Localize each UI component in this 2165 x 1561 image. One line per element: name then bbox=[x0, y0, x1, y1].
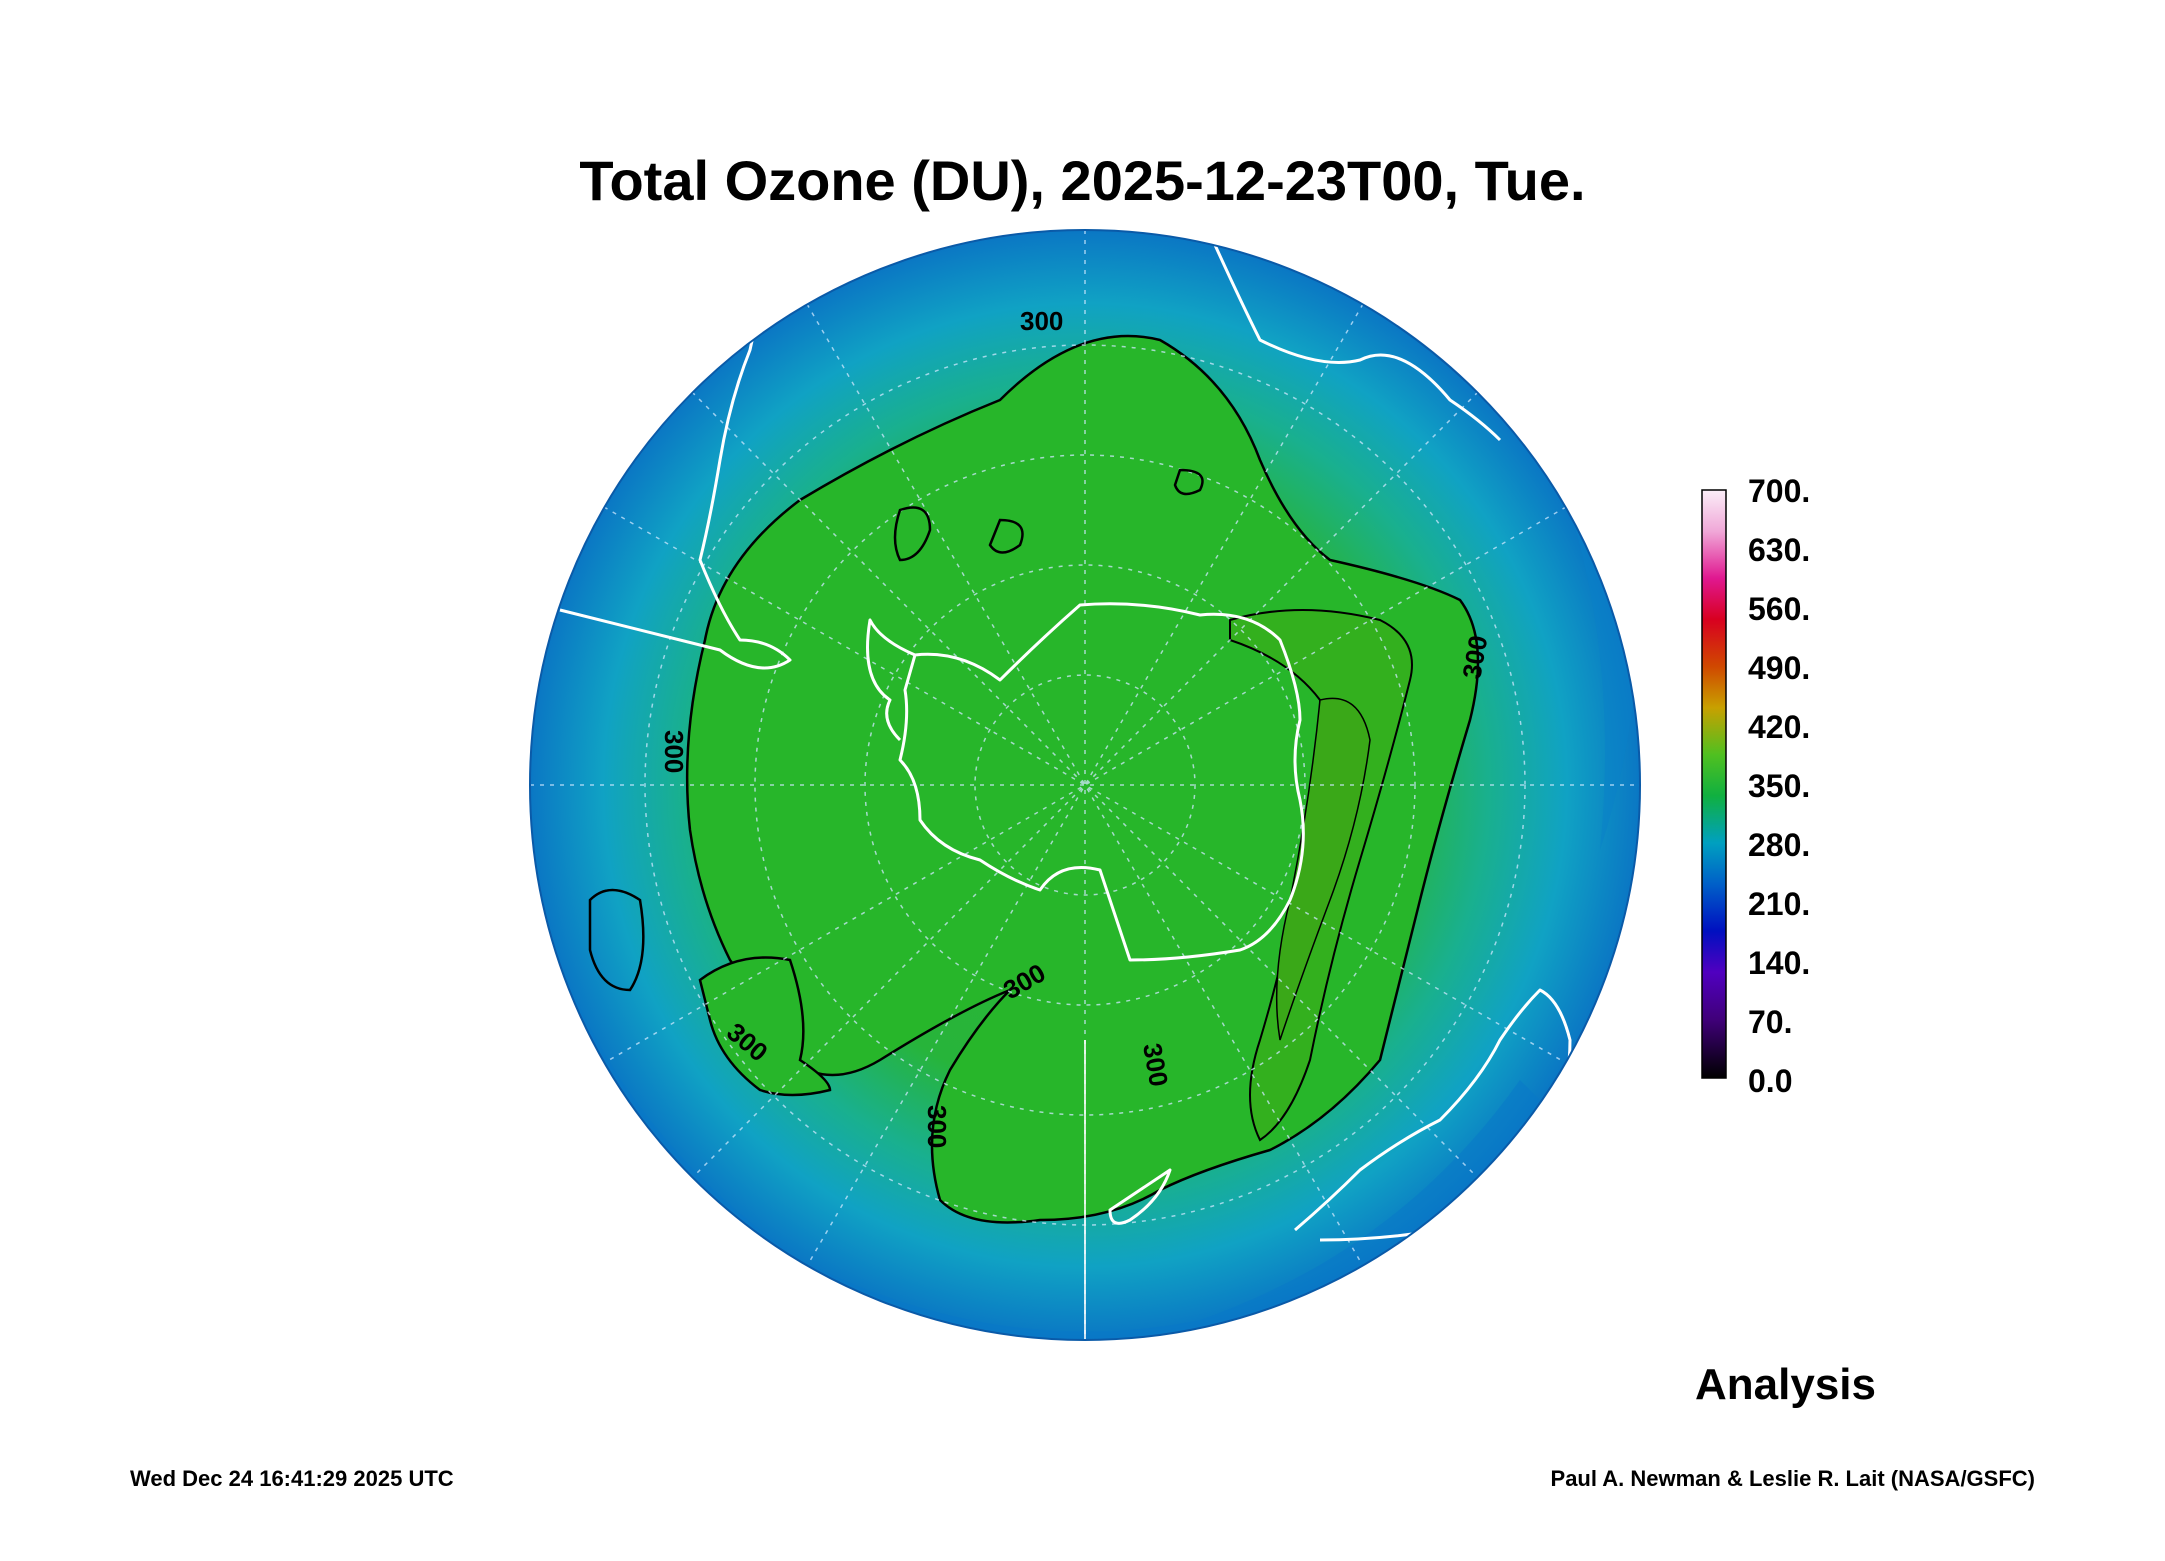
colorbar-tick-label: 700. bbox=[1748, 473, 1811, 509]
contour-label: 300 bbox=[1137, 1041, 1174, 1089]
colorbar-tick-label: 0.0 bbox=[1748, 1063, 1793, 1099]
analysis-label: Analysis bbox=[1695, 1360, 1876, 1409]
colorbar-tick-label: 280. bbox=[1748, 827, 1811, 863]
credit-line: Paul A. Newman & Leslie R. Lait (NASA/GS… bbox=[1550, 1466, 2035, 1491]
timestamp: Wed Dec 24 16:41:29 2025 UTC bbox=[130, 1466, 454, 1491]
colorbar-tick-label: 70. bbox=[1748, 1004, 1793, 1040]
new-zealand-coast bbox=[1108, 1168, 1172, 1225]
contour-300-west-lobe bbox=[698, 956, 832, 1097]
colorbar-tick-label: 420. bbox=[1748, 709, 1811, 745]
colorbar-tick-label: 630. bbox=[1748, 532, 1811, 568]
colorbar bbox=[1701, 489, 1727, 1079]
south-america-coast bbox=[559, 259, 792, 670]
colorbar-tick-label: 350. bbox=[1748, 768, 1811, 804]
africa-coast bbox=[1213, 244, 1502, 442]
contour-label: 300 bbox=[659, 730, 689, 773]
globe-outline bbox=[529, 229, 1641, 1341]
contour-label: 300 bbox=[922, 1105, 952, 1148]
antarctic-peninsula bbox=[866, 618, 916, 742]
contour-islands bbox=[588, 468, 1204, 992]
colorbar-tick-label: 210. bbox=[1748, 886, 1811, 922]
colorbar-tick-label: 560. bbox=[1748, 591, 1811, 627]
contour-label: 300 bbox=[1456, 633, 1493, 681]
antarctica-coast bbox=[898, 602, 1305, 962]
colorbar-tick-label: 140. bbox=[1748, 945, 1811, 981]
contour-label: 300 bbox=[1020, 306, 1063, 336]
colorbar-tick-label: 490. bbox=[1748, 650, 1811, 686]
map-title: Total Ozone (DU), 2025-12-23T00, Tue. bbox=[579, 149, 1586, 212]
